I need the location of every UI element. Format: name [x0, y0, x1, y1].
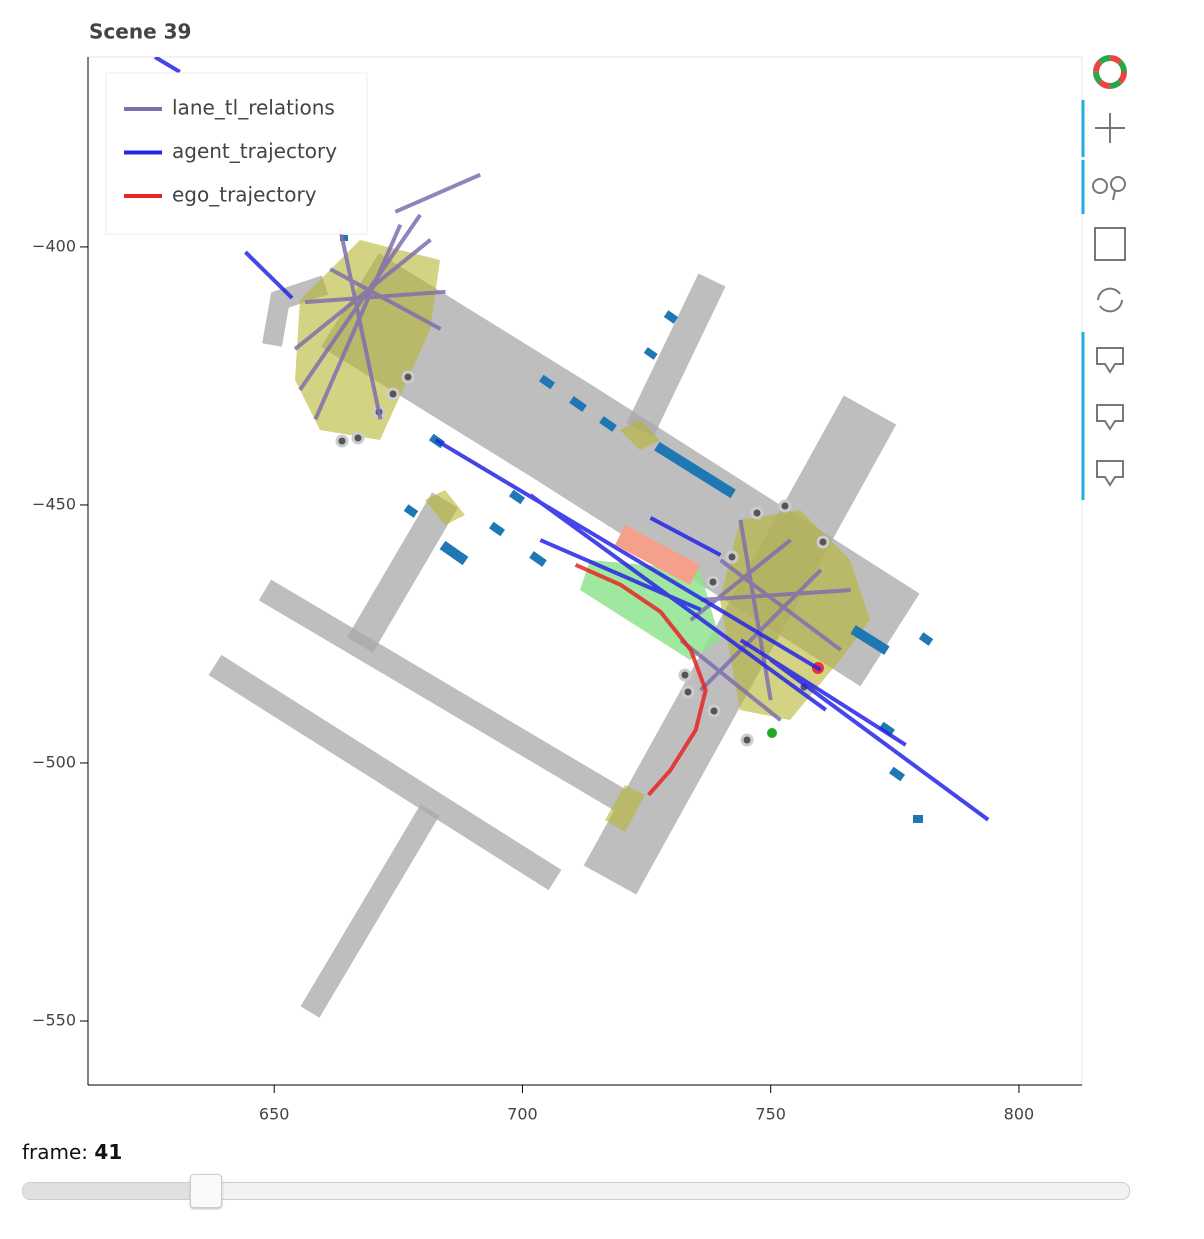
toolbar: [1081, 55, 1127, 500]
save-tool[interactable]: [1094, 227, 1126, 261]
legend-label: agent_trajectory: [172, 139, 337, 163]
map-layer: [153, 57, 990, 1018]
hover-tool[interactable]: [1096, 460, 1124, 487]
slider-handle[interactable]: [190, 1174, 222, 1208]
x-tick-label: 650: [259, 1105, 290, 1124]
series-layer: [153, 57, 990, 822]
legend: lane_tl_relations agent_trajectory ego_tra…: [105, 72, 368, 235]
reset-tool[interactable]: [1097, 287, 1123, 313]
x-tick-label: 800: [1004, 1105, 1035, 1124]
slider-track[interactable]: [22, 1182, 1130, 1200]
agents: [340, 235, 934, 823]
y-tick-label: −450: [32, 494, 76, 513]
y-tick-label: −550: [32, 1011, 76, 1030]
x-tick-label: 700: [507, 1105, 538, 1124]
slider-fill: [23, 1183, 207, 1199]
pedestrians: [335, 370, 830, 747]
wheel-zoom-tool[interactable]: [1092, 176, 1126, 201]
stop-area: [615, 525, 700, 585]
legend-label: lane_tl_relations: [172, 96, 335, 120]
series-line: [293, 172, 851, 722]
slider-title: frame:: [22, 1140, 89, 1164]
slider-label: frame: 41: [22, 1140, 122, 1164]
marker: [767, 728, 777, 738]
pan-tool[interactable]: [1095, 113, 1125, 143]
y-tick-label: −500: [32, 752, 76, 771]
y-tick-label: −400: [32, 236, 76, 255]
x-tick-label: 750: [755, 1105, 786, 1124]
slider-value: 41: [94, 1140, 123, 1164]
bokeh-logo: [1093, 55, 1127, 89]
route-area: [580, 560, 720, 660]
series-line: [574, 562, 708, 797]
hover-tool[interactable]: [1096, 404, 1124, 431]
hover-tool[interactable]: [1096, 347, 1124, 374]
series-line: [153, 57, 990, 822]
chart-title: Scene 39: [89, 20, 191, 44]
legend-label: ego_trajectory: [172, 183, 317, 207]
